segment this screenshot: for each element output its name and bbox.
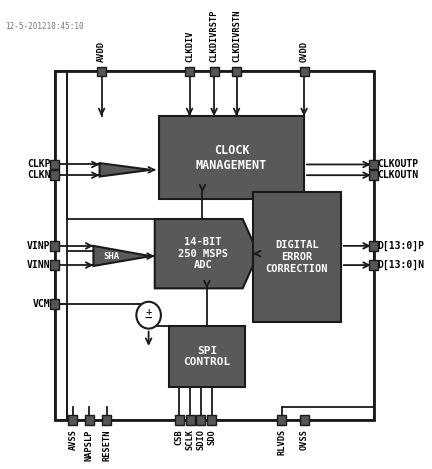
Bar — [50, 170, 59, 180]
Text: SHA: SHA — [103, 252, 119, 261]
Polygon shape — [93, 246, 151, 266]
Text: CLKDIVRSTN: CLKDIVRSTN — [232, 10, 241, 62]
Bar — [185, 67, 194, 76]
Text: CLKDIVRSTP: CLKDIVRSTP — [210, 10, 219, 62]
Text: VINN: VINN — [27, 260, 51, 270]
Bar — [50, 159, 59, 169]
Text: RLVDS: RLVDS — [277, 429, 286, 455]
Bar — [50, 260, 59, 270]
Text: VCM: VCM — [33, 299, 51, 309]
Bar — [159, 116, 304, 199]
Text: CLKOUTN: CLKOUTN — [378, 170, 419, 180]
Text: 14-BIT
250 MSPS
ADC: 14-BIT 250 MSPS ADC — [178, 237, 228, 270]
Bar — [68, 416, 77, 425]
Text: AVDD: AVDD — [97, 41, 106, 62]
Text: DIGITAL
ERROR
CORRECTION: DIGITAL ERROR CORRECTION — [266, 241, 328, 273]
Polygon shape — [99, 163, 151, 176]
Text: AVSS: AVSS — [68, 429, 77, 450]
Text: D[13:0]P: D[13:0]P — [378, 241, 425, 251]
Bar — [232, 67, 241, 76]
Text: +: + — [146, 307, 152, 317]
Text: NAPSLP: NAPSLP — [85, 429, 94, 461]
Bar — [50, 241, 59, 251]
Bar — [186, 416, 195, 425]
Text: RESETN: RESETN — [102, 429, 111, 461]
Bar — [85, 416, 94, 425]
Circle shape — [137, 302, 161, 329]
Bar — [253, 192, 341, 322]
Text: SPI
CONTROL: SPI CONTROL — [183, 346, 231, 367]
Text: CLOCK
MANAGEMENT: CLOCK MANAGEMENT — [196, 144, 267, 172]
Bar — [102, 416, 111, 425]
Bar — [175, 416, 184, 425]
Text: CLKP: CLKP — [27, 159, 51, 169]
Text: D[13:0]N: D[13:0]N — [378, 260, 425, 270]
Text: CLKOUTP: CLKOUTP — [378, 159, 419, 169]
Text: SDIO: SDIO — [197, 429, 206, 450]
Bar — [299, 416, 308, 425]
Bar — [369, 260, 378, 270]
Bar — [369, 170, 378, 180]
Bar — [207, 416, 216, 425]
Bar — [54, 71, 374, 420]
Text: OVDD: OVDD — [299, 41, 308, 62]
Bar — [277, 416, 286, 425]
Text: CLKDIV: CLKDIV — [185, 31, 194, 62]
Text: SDO: SDO — [207, 429, 216, 445]
Bar — [369, 241, 378, 251]
Bar — [369, 159, 378, 169]
Polygon shape — [155, 219, 258, 288]
Text: OVSS: OVSS — [299, 429, 308, 450]
Bar — [50, 299, 59, 309]
Bar — [197, 416, 206, 425]
Text: SCLK: SCLK — [186, 429, 195, 450]
Bar — [97, 67, 106, 76]
Bar — [210, 67, 219, 76]
Text: 12-5-201210:45:10: 12-5-201210:45:10 — [6, 22, 84, 31]
Bar — [169, 326, 245, 387]
Text: CSB: CSB — [175, 429, 184, 445]
Text: CLKN: CLKN — [27, 170, 51, 180]
Text: VINP: VINP — [27, 241, 51, 251]
Bar — [299, 67, 308, 76]
Text: −: − — [145, 312, 152, 325]
